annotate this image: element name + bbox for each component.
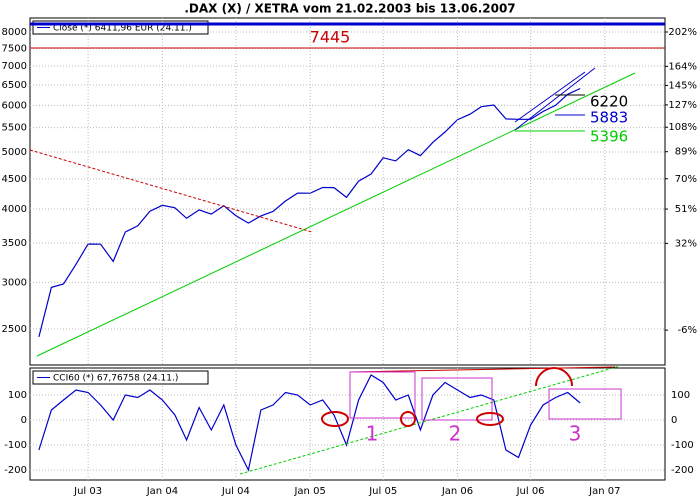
- line: [38, 87, 581, 338]
- x-tick-label: Jan 07: [588, 486, 620, 497]
- annotation: 2: [449, 422, 462, 446]
- y-tick-label: 2500: [2, 324, 27, 335]
- trend-line: [36, 72, 636, 357]
- x-tick-label: Jan 04: [146, 486, 178, 497]
- box: [349, 371, 416, 419]
- y2-tick-label: 51%: [675, 204, 697, 215]
- y-tick-label: 4500: [2, 174, 27, 185]
- legend-box: [32, 370, 209, 385]
- y2-tick-label: 32%: [675, 238, 697, 249]
- box: [548, 388, 622, 420]
- y-tick-label: 7500: [2, 43, 27, 54]
- down-trend-line: [29, 149, 313, 233]
- arc: [535, 367, 573, 387]
- y2-tick-label: -6%: [678, 325, 697, 336]
- x-tick-label: Jan 05: [293, 486, 325, 497]
- cci-down-line: [349, 366, 616, 373]
- box: [421, 377, 493, 421]
- annotation: 5396: [590, 128, 628, 146]
- plot-area: [29, 17, 666, 366]
- y-tick-label-right: -100: [671, 440, 694, 451]
- y-tick-label-right: 0: [671, 415, 677, 426]
- y-tick-label: 5500: [2, 123, 27, 134]
- x-tick-label: Jul 06: [516, 486, 545, 497]
- y-tick-label: 3500: [2, 238, 27, 249]
- channel-line: [514, 71, 586, 123]
- y-tick-label-right: 100: [671, 390, 690, 401]
- y-tick-label: 4000: [2, 204, 27, 215]
- annotation: 3: [569, 422, 582, 446]
- y-tick-label: 7000: [2, 61, 27, 72]
- plot-area: [29, 367, 666, 481]
- annotations: [29, 22, 665, 475]
- annotation: 7445: [310, 28, 351, 47]
- y2-tick-label: 108%: [668, 122, 697, 133]
- y-tick-label: -100: [4, 440, 27, 451]
- ellipse: [321, 411, 349, 427]
- y-tick-label: 6500: [2, 80, 27, 91]
- annotation: 5883: [590, 109, 628, 127]
- y2-tick-label: 145%: [668, 80, 697, 91]
- y-tick-label: 5000: [2, 147, 27, 158]
- ellipse: [400, 411, 416, 427]
- y2-tick-label: 70%: [675, 174, 697, 185]
- x-tick-label: Jul 04: [221, 486, 250, 497]
- y-tick-label: -200: [4, 465, 27, 476]
- y-tick-label: 100: [8, 390, 27, 401]
- annotation: 1: [366, 422, 379, 446]
- legend-label: Close (*) 6411,96 EUR (24.11.): [53, 24, 192, 34]
- line: [38, 374, 581, 472]
- y-tick-label: 3000: [2, 277, 27, 288]
- ellipse: [476, 412, 504, 426]
- x-tick-label: Jan 06: [441, 486, 473, 497]
- chart-title: .DAX (X) / XETRA vom 21.02.2003 bis 13.0…: [184, 2, 515, 16]
- y-tick-label: 8000: [2, 27, 27, 38]
- legend-label: CCI60 (*) 67,76758 (24.11.): [53, 374, 178, 384]
- y2-tick-label: 164%: [668, 61, 697, 72]
- channel-line: [514, 67, 596, 131]
- y-tick-label: 0: [21, 415, 27, 426]
- annotation: 6220: [590, 93, 628, 111]
- x-tick-label: Jul 03: [73, 486, 102, 497]
- x-tick-label: Jul 05: [368, 486, 397, 497]
- y2-tick-label: 127%: [668, 100, 697, 111]
- y2-tick-label: 202%: [668, 27, 697, 38]
- y-tick-label: 6000: [2, 100, 27, 111]
- y2-tick-label: 89%: [675, 147, 697, 158]
- y-tick-label-right: -200: [671, 465, 694, 476]
